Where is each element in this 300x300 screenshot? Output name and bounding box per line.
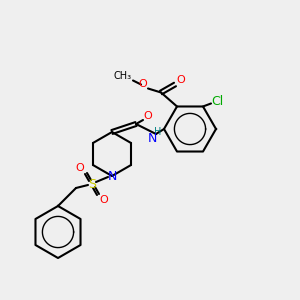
- Text: CH₃: CH₃: [114, 71, 132, 82]
- Text: S: S: [88, 178, 96, 190]
- Text: O: O: [144, 111, 152, 121]
- Text: Cl: Cl: [211, 95, 223, 108]
- Text: O: O: [177, 76, 185, 85]
- Text: O: O: [100, 195, 108, 205]
- Text: N: N: [147, 131, 157, 145]
- Text: H: H: [154, 127, 162, 137]
- Text: O: O: [76, 163, 84, 173]
- Text: N: N: [107, 169, 117, 182]
- Text: O: O: [139, 80, 147, 89]
